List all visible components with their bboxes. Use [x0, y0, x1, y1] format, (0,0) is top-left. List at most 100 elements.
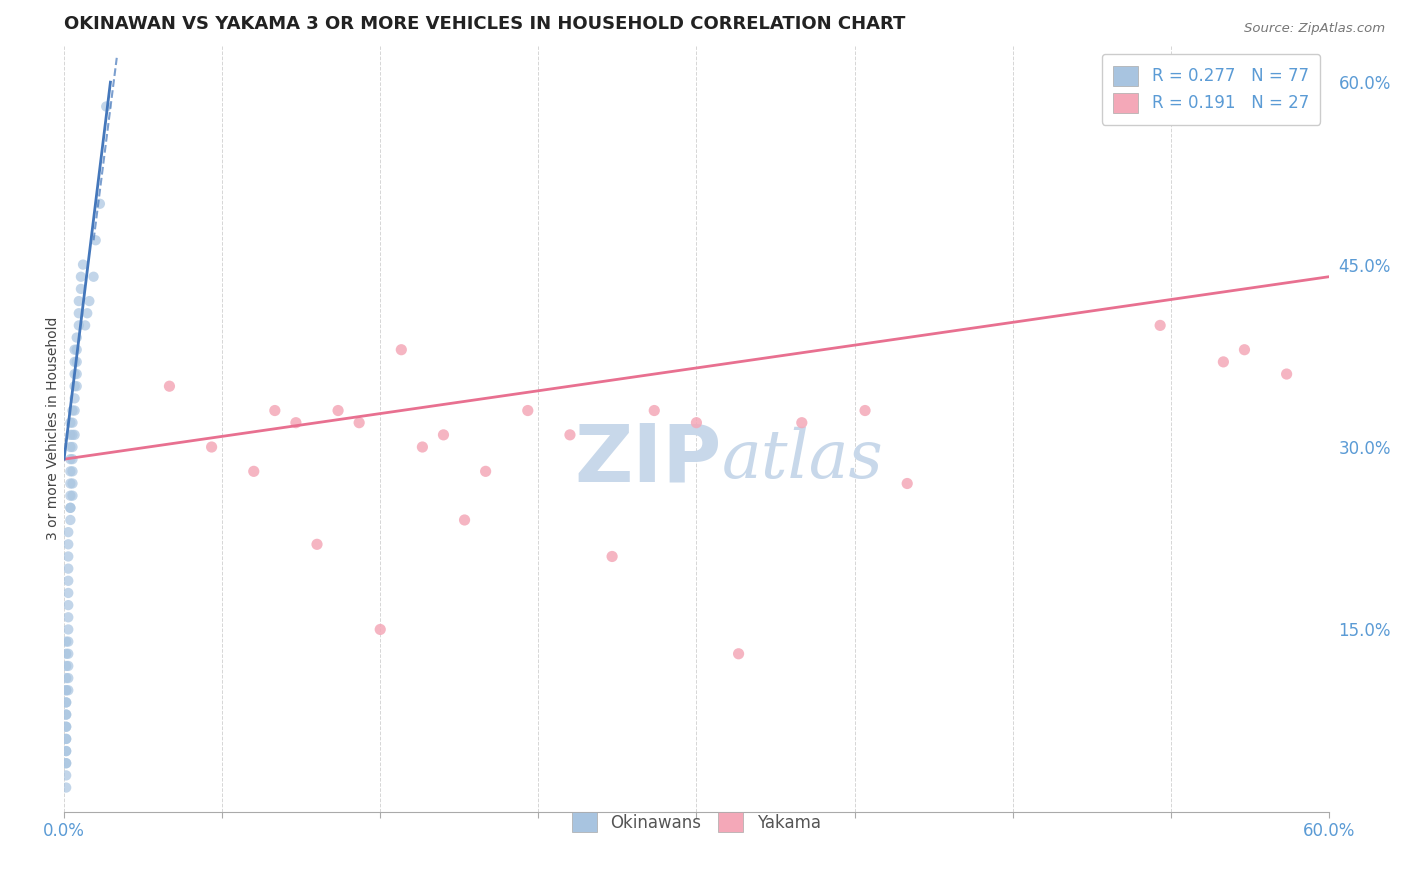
Point: [63, 367, 86, 381]
Point: [263, 403, 285, 417]
Point: [66, 367, 89, 381]
Point: [55, 707, 77, 722]
Point: [55, 780, 77, 795]
Point: [516, 403, 538, 417]
Point: [58, 647, 80, 661]
Point: [55, 634, 77, 648]
Point: [474, 464, 496, 478]
Point: [790, 416, 813, 430]
Point: [70, 282, 93, 296]
Point: [58, 525, 80, 540]
Point: [727, 647, 749, 661]
Point: [55, 720, 77, 734]
Point: [55, 756, 77, 771]
Point: [59, 428, 82, 442]
Point: [896, 476, 918, 491]
Point: [55, 647, 77, 661]
Point: [55, 744, 77, 758]
Point: [55, 744, 77, 758]
Point: [600, 549, 623, 564]
Point: [89, 196, 111, 211]
Point: [59, 489, 82, 503]
Point: [83, 269, 105, 284]
Point: [1212, 355, 1234, 369]
Point: [67, 294, 90, 309]
Point: [63, 428, 86, 442]
Point: [70, 269, 93, 284]
Point: [79, 294, 101, 309]
Point: [62, 428, 84, 442]
Point: [389, 343, 412, 357]
Point: [62, 452, 84, 467]
Point: [1233, 343, 1256, 357]
Text: Source: ZipAtlas.com: Source: ZipAtlas.com: [1244, 22, 1385, 36]
Point: [326, 403, 349, 417]
Point: [66, 355, 89, 369]
Point: [58, 561, 80, 575]
Point: [55, 707, 77, 722]
Point: [58, 549, 80, 564]
Point: [55, 695, 77, 709]
Point: [368, 623, 391, 637]
Point: [55, 720, 77, 734]
Point: [685, 416, 707, 430]
Point: [66, 379, 89, 393]
Point: [58, 598, 80, 612]
Point: [55, 671, 77, 685]
Point: [1275, 367, 1298, 381]
Point: [59, 452, 82, 467]
Y-axis label: 3 or more Vehicles in Household: 3 or more Vehicles in Household: [46, 317, 60, 541]
Point: [84, 233, 107, 247]
Point: [558, 428, 581, 442]
Point: [62, 489, 84, 503]
Point: [1149, 318, 1171, 333]
Point: [59, 440, 82, 454]
Text: atlas: atlas: [721, 426, 883, 492]
Point: [58, 671, 80, 685]
Point: [67, 318, 90, 333]
Point: [58, 623, 80, 637]
Point: [201, 440, 224, 454]
Point: [453, 513, 475, 527]
Point: [55, 756, 77, 771]
Point: [55, 659, 77, 673]
Point: [55, 683, 77, 698]
Point: [63, 403, 86, 417]
Point: [62, 464, 84, 478]
Point: [853, 403, 876, 417]
Point: [55, 683, 77, 698]
Point: [643, 403, 665, 417]
Point: [55, 731, 77, 746]
Point: [66, 343, 89, 357]
Point: [63, 343, 86, 357]
Point: [55, 768, 77, 782]
Point: [59, 513, 82, 527]
Point: [242, 464, 264, 478]
Text: ZIP: ZIP: [575, 420, 721, 499]
Point: [62, 440, 84, 454]
Point: [58, 586, 80, 600]
Point: [63, 355, 86, 369]
Point: [59, 476, 82, 491]
Point: [67, 306, 90, 320]
Point: [58, 574, 80, 588]
Point: [58, 683, 80, 698]
Text: OKINAWAN VS YAKAMA 3 OR MORE VEHICLES IN HOUSEHOLD CORRELATION CHART: OKINAWAN VS YAKAMA 3 OR MORE VEHICLES IN…: [65, 15, 905, 33]
Point: [63, 379, 86, 393]
Point: [58, 634, 80, 648]
Point: [59, 464, 82, 478]
Point: [284, 416, 307, 430]
Point: [58, 537, 80, 551]
Point: [75, 318, 97, 333]
Point: [58, 659, 80, 673]
Point: [55, 731, 77, 746]
Point: [159, 379, 181, 393]
Point: [347, 416, 370, 430]
Point: [96, 99, 118, 113]
Point: [72, 258, 94, 272]
Point: [432, 428, 454, 442]
Point: [62, 416, 84, 430]
Point: [62, 476, 84, 491]
Point: [76, 306, 98, 320]
Point: [411, 440, 433, 454]
